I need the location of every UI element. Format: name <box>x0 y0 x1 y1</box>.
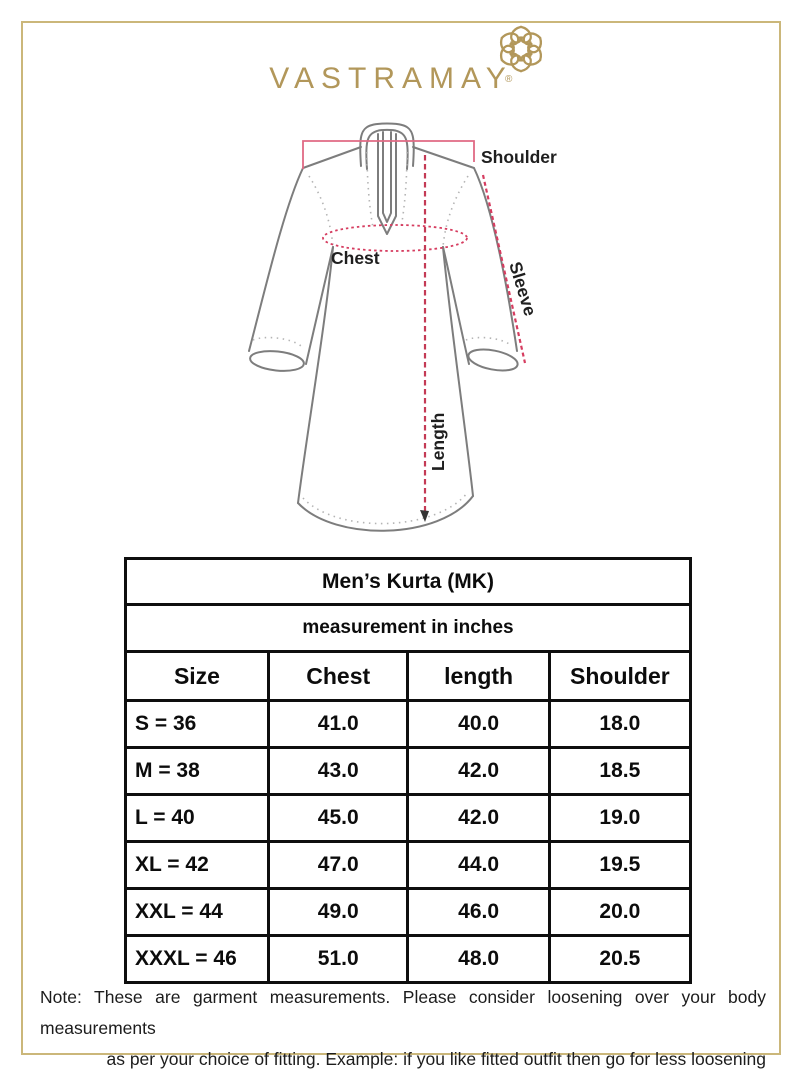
chest-label: Chest <box>331 248 380 268</box>
chest-value: 47.0 <box>266 840 410 890</box>
size-chart-table: Men’s Kurta (MK) measurement in inches S… <box>124 557 693 984</box>
col-header-shoulder: Shoulder <box>547 650 693 702</box>
size-value: M = 38 <box>124 746 270 796</box>
brand-name: VASTRAMAY <box>269 62 513 95</box>
note-line-2: as per your choice of fitting. Example: … <box>106 1049 766 1069</box>
chest-value: 43.0 <box>266 746 410 796</box>
size-value: L = 40 <box>124 793 270 843</box>
kurta-outline <box>248 122 519 532</box>
length-arrowhead <box>420 510 429 522</box>
size-value: XXL = 44 <box>124 887 270 937</box>
registered-trademark: ® <box>505 74 513 85</box>
table-row: XL = 42 47.0 44.0 19.5 <box>124 840 693 890</box>
note-text: Note: These are garment measurements. Pl… <box>40 982 766 1075</box>
shoulder-guide-line <box>302 140 475 169</box>
table-row: M = 38 43.0 42.0 18.5 <box>124 746 693 796</box>
length-value: 46.0 <box>406 887 551 937</box>
table-row: S = 36 41.0 40.0 18.0 <box>124 699 693 749</box>
shoulder-value: 20.5 <box>547 934 693 984</box>
shoulder-value: 18.0 <box>547 699 693 749</box>
size-value: S = 36 <box>124 699 270 749</box>
note-line-1: Note: These are garment measurements. Pl… <box>40 987 766 1038</box>
length-label: Length <box>428 413 448 471</box>
shoulder-label: Shoulder <box>481 147 557 167</box>
length-value: 42.0 <box>406 793 551 843</box>
shoulder-value: 19.5 <box>547 840 693 890</box>
shoulder-value: 20.0 <box>547 887 693 937</box>
size-value: XXXL = 46 <box>124 934 270 984</box>
table-row: XXL = 44 49.0 46.0 20.0 <box>124 887 693 937</box>
length-value: 44.0 <box>406 840 551 890</box>
col-header-chest: Chest <box>266 650 410 702</box>
size-value: XL = 42 <box>124 840 270 890</box>
chest-value: 45.0 <box>266 793 410 843</box>
chest-value: 41.0 <box>266 699 410 749</box>
length-value: 48.0 <box>406 934 551 984</box>
chest-guide-ellipse <box>322 224 468 252</box>
chest-value: 51.0 <box>266 934 410 984</box>
table-row: XXXL = 46 51.0 48.0 20.5 <box>124 934 693 984</box>
brand-emblem-icon <box>500 25 542 73</box>
length-value: 40.0 <box>406 699 551 749</box>
table-row: L = 40 45.0 42.0 19.0 <box>124 793 693 843</box>
table-title: Men’s Kurta (MK) <box>124 557 692 606</box>
length-value: 42.0 <box>406 746 551 796</box>
shoulder-value: 18.5 <box>547 746 693 796</box>
table-subtitle: measurement in inches <box>124 603 692 653</box>
col-header-length: length <box>406 650 551 702</box>
seam-stitches <box>252 151 513 525</box>
col-header-size: Size <box>124 650 270 702</box>
shoulder-value: 19.0 <box>547 793 693 843</box>
kurta-measurement-diagram: Shoulder Chest Sleeve Length <box>248 122 557 532</box>
chest-value: 49.0 <box>266 887 410 937</box>
